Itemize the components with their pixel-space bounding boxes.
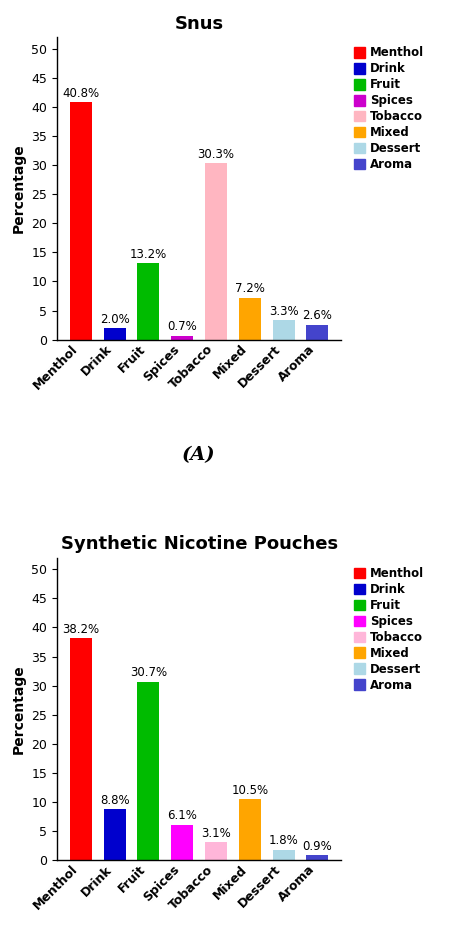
Bar [205,842,227,860]
Y-axis label: Percentage: Percentage [11,664,26,754]
Bar [70,102,92,339]
Legend: Menthol, Drink, Fruit, Spices, Tobacco, Mixed, Dessert, Aroma: Menthol, Drink, Fruit, Spices, Tobacco, … [350,563,428,696]
Bar [70,638,92,860]
Text: 38.2%: 38.2% [62,623,100,635]
Title: Synthetic Nicotine Pouches: Synthetic Nicotine Pouches [61,536,337,553]
Bar [171,825,193,860]
Bar [306,325,328,339]
Text: 30.3%: 30.3% [198,148,235,161]
Text: 2.6%: 2.6% [302,309,332,322]
Text: 10.5%: 10.5% [231,783,268,796]
Text: (A): (A) [182,446,216,463]
Y-axis label: Percentage: Percentage [11,143,26,233]
Bar [239,799,261,860]
Text: 3.3%: 3.3% [269,305,299,318]
Bar [306,855,328,860]
Bar [104,809,126,860]
Title: Snus: Snus [174,15,224,32]
Text: 2.0%: 2.0% [100,313,129,326]
Bar [239,298,261,339]
Text: 6.1%: 6.1% [167,809,197,822]
Bar [205,164,227,339]
Legend: Menthol, Drink, Fruit, Spices, Tobacco, Mixed, Dessert, Aroma: Menthol, Drink, Fruit, Spices, Tobacco, … [350,43,428,175]
Text: 7.2%: 7.2% [235,282,264,295]
Text: 8.8%: 8.8% [100,794,129,807]
Bar [104,328,126,339]
Bar [137,263,159,339]
Text: 13.2%: 13.2% [130,248,167,261]
Text: 0.7%: 0.7% [167,320,197,333]
Bar [137,682,159,860]
Bar [273,850,294,860]
Bar [171,336,193,339]
Text: 1.8%: 1.8% [269,834,299,847]
Bar [273,320,294,339]
Text: 40.8%: 40.8% [62,87,100,100]
Text: 3.1%: 3.1% [201,827,231,840]
Text: 30.7%: 30.7% [130,666,167,679]
Text: 0.9%: 0.9% [302,840,332,853]
